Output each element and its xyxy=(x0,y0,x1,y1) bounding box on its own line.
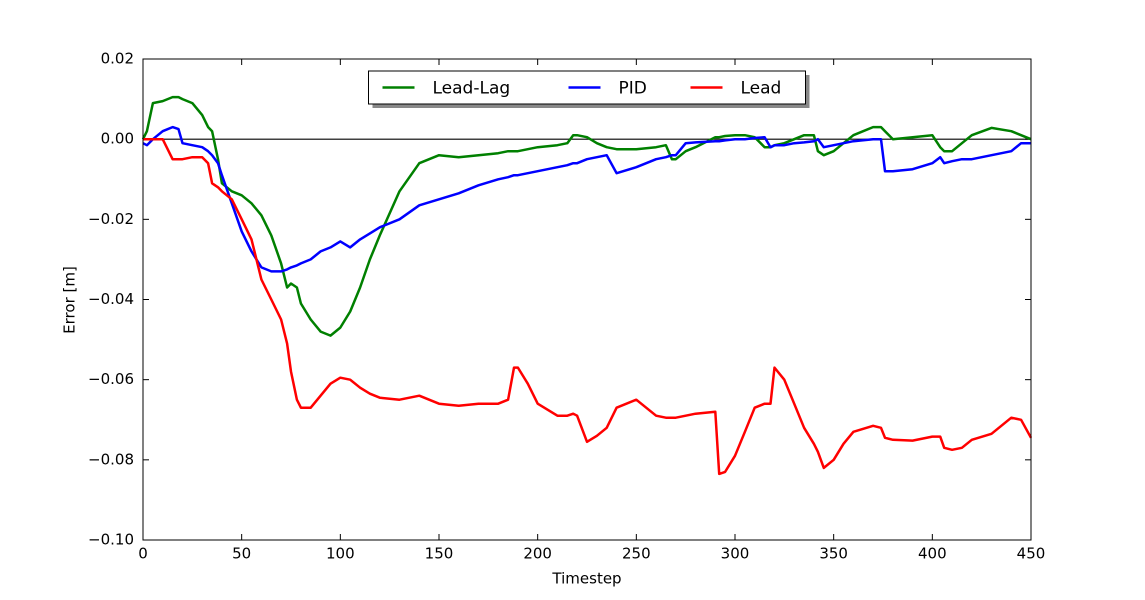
y-tick-label: −0.08 xyxy=(88,450,134,468)
y-tick-label: −0.10 xyxy=(88,531,134,549)
x-tick-label: 50 xyxy=(232,545,251,563)
x-tick-label: 0 xyxy=(138,545,148,563)
legend-label: PID xyxy=(619,79,647,99)
x-tick-label: 250 xyxy=(622,545,651,563)
y-axis-label: Error [m] xyxy=(61,266,79,334)
legend-label: Lead xyxy=(741,79,782,99)
y-tick-label: 0.02 xyxy=(101,50,134,68)
plot-frame xyxy=(142,58,1032,541)
x-tick-label: 300 xyxy=(721,545,750,563)
series-line xyxy=(142,125,1031,273)
x-tick-label: 400 xyxy=(918,545,947,563)
series-line xyxy=(141,95,1032,337)
x-tick-label: 100 xyxy=(326,545,355,563)
series-line xyxy=(143,137,1033,476)
x-tick-label: 200 xyxy=(523,545,552,563)
y-tick-label: −0.02 xyxy=(88,210,134,228)
legend-label: Lead-Lag xyxy=(433,79,511,99)
x-axis-label: Timestep xyxy=(551,570,621,588)
y-tick-label: −0.06 xyxy=(88,370,134,388)
x-tick-label: 150 xyxy=(425,545,454,563)
y-tick-label: 0.00 xyxy=(101,130,134,148)
x-tick-label: 350 xyxy=(819,545,848,563)
x-tick-label: 450 xyxy=(1017,545,1046,563)
y-tick-label: −0.04 xyxy=(88,290,134,308)
